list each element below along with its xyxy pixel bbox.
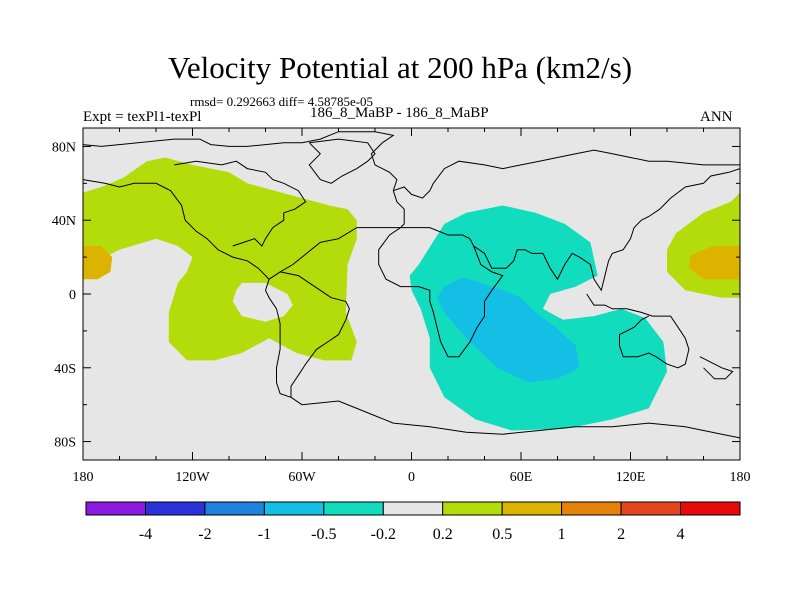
colorbar-label: -0.2: [371, 526, 396, 543]
colorbar-label: 0.5: [492, 526, 512, 543]
contour-fill-layer: [83, 157, 740, 431]
y-tick-label: 0: [69, 288, 76, 303]
coastline-segment: [264, 271, 350, 398]
contour-region-strong-positive-east: [688, 246, 740, 280]
colorbar-box: [382, 501, 444, 516]
y-tick-label: 80N: [52, 140, 76, 155]
colorbar-box: [145, 501, 206, 516]
coastline-segment: [378, 227, 504, 358]
x-tick-label: 0: [408, 470, 415, 485]
experiment-label: Expt = texPl1-texPl: [83, 109, 202, 125]
x-tick-label: 60W: [288, 470, 316, 485]
coastline-segment: [393, 149, 740, 199]
coastline-segment: [586, 293, 690, 369]
colorbar-box: [85, 501, 146, 516]
y-axis: 80N 40N 0 40S 80S: [52, 140, 740, 451]
x-tick-label: 180: [73, 470, 94, 485]
colorbar-label: -2: [198, 526, 211, 543]
colorbar-box: [501, 501, 563, 516]
colorbar-label: -0.5: [311, 526, 336, 543]
x-tick-label: 60E: [510, 470, 533, 485]
x-tick-label: 120W: [175, 470, 210, 485]
colorbar-label: 2: [617, 526, 625, 543]
colorbar-label: 0.2: [433, 526, 453, 543]
colorbar-label: 4: [677, 526, 685, 543]
contour-region-negative-inner: [437, 277, 580, 383]
stats-line: rmsd= 0.292663 diff= 4.58785e-05: [190, 94, 374, 109]
coastline-segment: [699, 356, 734, 380]
y-tick-label: 40S: [54, 362, 76, 377]
contour-region-strong-positive-west: [83, 246, 113, 280]
colorbar-box: [323, 501, 384, 516]
case-label: 186_8_MaBP - 186_8_MaBP: [310, 105, 489, 121]
coastline-segment: [308, 138, 376, 184]
colorbar-label: -4: [139, 526, 152, 543]
colorbar-box: [620, 501, 682, 516]
y-tick-label: 40N: [52, 214, 76, 229]
y-tick-label: 80S: [54, 436, 76, 451]
colorbar-box: [680, 501, 741, 516]
season-label: ANN: [700, 109, 733, 125]
colorbar: -4 -2 -1 -0.5 -0.2 0.2 0.5 1 2 4: [85, 501, 741, 543]
coastline-segment: [473, 168, 740, 292]
colorbar-box: [263, 501, 325, 516]
coastline-segment: [290, 396, 740, 439]
colorbar-label: -1: [258, 526, 271, 543]
chart-title: Velocity Potential at 200 hPa (km2/s): [167, 50, 633, 85]
coastline-segment: [174, 160, 307, 247]
colorbar-label: 1: [558, 526, 566, 543]
x-tick-label: 120E: [616, 470, 646, 485]
contour-region-negative-inner-notch: [521, 268, 551, 287]
x-axis: 180 120W 60W 0 60E 120E 180: [73, 128, 751, 485]
contour-region-positive-west-hole: [232, 282, 293, 322]
coastline-segment: [83, 179, 401, 280]
colorbar-box: [204, 501, 265, 516]
colorbar-box: [561, 501, 622, 516]
colorbar-box: [442, 501, 503, 516]
x-tick-label: 180: [730, 470, 751, 485]
